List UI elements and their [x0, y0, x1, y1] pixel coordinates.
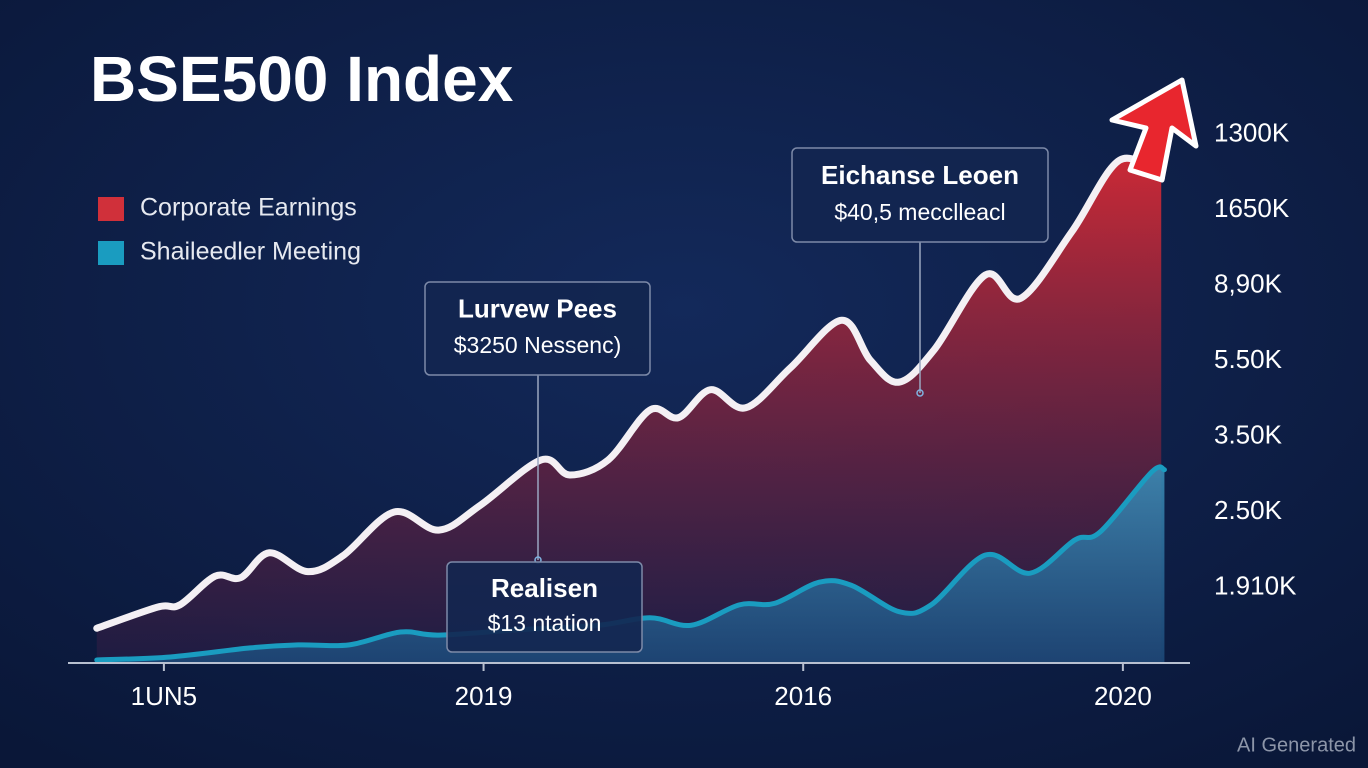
line: [94, 464, 1167, 663]
y-tick-label: 1300K: [1214, 117, 1290, 147]
x-tick-label: 1UN5: [131, 681, 197, 711]
leader-dot: [916, 389, 924, 397]
x-tick-label: 2020: [1094, 681, 1152, 711]
y-tick-label: 5.50K: [1214, 344, 1283, 374]
chart-title: BSE500 Index: [90, 43, 514, 115]
annotation-text: $3250 Nessenc): [454, 332, 622, 358]
annotation-text: $13 ntation: [488, 610, 602, 636]
y-tick-label: 3.50K: [1214, 419, 1283, 449]
x-tick-label: 2019: [455, 681, 513, 711]
legend-label: Corporate Earnings: [140, 194, 357, 222]
legend-swatch: [98, 197, 124, 221]
annotation-box: [446, 561, 643, 653]
annotation-title: Lurvew Pees: [458, 294, 617, 324]
watermark: AI Generated: [1237, 734, 1356, 756]
y-tick-label: 8,90K: [1214, 268, 1283, 298]
y-tick-label: 1650K: [1214, 193, 1290, 223]
legend-label: Shaileedler Meeting: [140, 238, 361, 266]
annotation-text: $40,5 mecclleacl: [834, 199, 1005, 225]
trend-arrow: [1109, 77, 1199, 183]
y-tick-label: 2.50K: [1214, 495, 1283, 525]
area: [96, 466, 1165, 663]
annotation-title: Eichanse Leoen: [821, 160, 1019, 190]
annotation-box: [791, 147, 1049, 243]
x-tick-label: 2016: [774, 681, 832, 711]
area: [96, 158, 1162, 663]
y-tick-label: 1.910K: [1214, 570, 1297, 600]
legend-swatch: [98, 241, 124, 265]
annotation-box: [424, 281, 651, 376]
line: [93, 154, 1165, 632]
annotation-title: Realisen: [491, 573, 598, 603]
